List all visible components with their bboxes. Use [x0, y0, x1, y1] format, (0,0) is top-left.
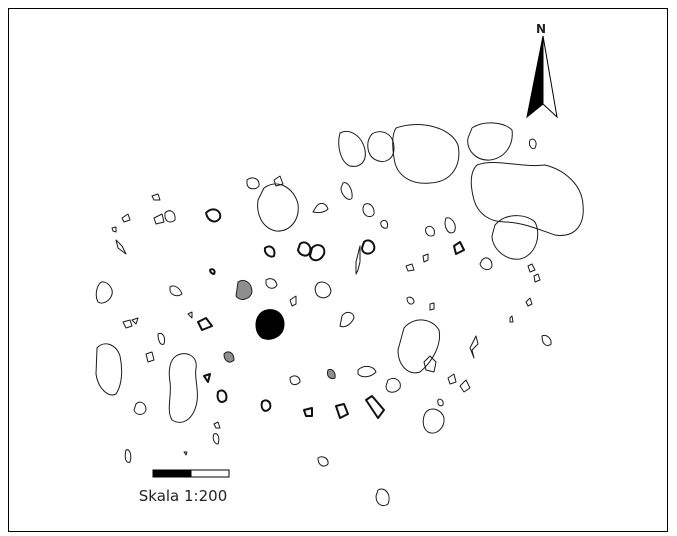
feature-outline — [491, 215, 539, 260]
map-frame — [8, 8, 668, 532]
feature-outline — [447, 373, 457, 385]
feature-outline — [425, 225, 435, 237]
feature-outline — [422, 408, 445, 434]
feature-outline — [397, 319, 441, 374]
feature-outline — [533, 273, 541, 283]
feature-outline-bold — [203, 373, 211, 383]
feature-outline-bold — [309, 244, 326, 262]
scale-label: Skala 1:200 — [139, 487, 228, 505]
feature-outline — [289, 295, 297, 307]
feature-outline — [392, 124, 460, 184]
scale-bar: Skala 1:200 — [139, 469, 230, 505]
feature-outline — [459, 379, 471, 393]
feature-outline — [111, 226, 117, 233]
feature-outline — [124, 449, 132, 463]
feature-outline — [183, 451, 188, 456]
feature-outline — [339, 311, 355, 328]
feature-outline-bold — [303, 407, 313, 417]
feature-outline — [157, 333, 165, 345]
feature-outline — [168, 353, 198, 423]
feature-outline — [429, 302, 435, 311]
feature-outline — [541, 335, 552, 346]
feature-outline — [380, 219, 388, 229]
feature-outline-bold — [216, 389, 228, 403]
large-features — [95, 122, 584, 434]
feature-outline — [362, 203, 375, 218]
feature-outline — [422, 253, 429, 263]
feature-outline — [151, 193, 161, 201]
feature-outline — [131, 317, 139, 325]
feature-outline — [212, 433, 220, 445]
feature-outline-bold — [335, 403, 349, 419]
feature-outline — [375, 488, 390, 507]
feature-outline — [169, 285, 183, 297]
feature-outline — [340, 182, 353, 200]
feature-outline — [265, 278, 278, 289]
feature-outline — [317, 456, 329, 467]
feature-outline — [338, 131, 366, 167]
feature-outline — [122, 319, 133, 329]
feature-outline — [246, 177, 260, 190]
feature-outline — [367, 131, 395, 162]
feature-outline — [213, 421, 221, 429]
feature-outline — [444, 217, 456, 234]
scale-bar-black-segment — [152, 469, 192, 478]
feature-outline — [273, 175, 284, 187]
feature-outline — [469, 335, 479, 359]
feature-outline — [437, 398, 444, 407]
feature-outline — [479, 257, 493, 271]
feature-outline — [529, 138, 537, 149]
feature-outline — [406, 296, 415, 305]
bold-features — [197, 208, 465, 419]
feature-outline — [525, 297, 533, 307]
feature-outline — [385, 377, 401, 393]
feature-outline — [133, 401, 147, 415]
feature-outline — [312, 202, 329, 214]
feature-outline — [467, 122, 513, 161]
feature-outline-bold — [197, 317, 213, 331]
feature-filled — [255, 309, 285, 340]
feature-outline — [527, 263, 536, 273]
feature-outline — [95, 281, 113, 304]
shaded-features — [223, 279, 336, 379]
feature-outline — [357, 365, 377, 378]
feature-outline — [153, 213, 165, 225]
feature-outline — [95, 343, 123, 396]
feature-outline-bold — [260, 399, 272, 412]
feature-outline — [405, 263, 415, 272]
feature-outline-bold — [297, 241, 312, 257]
feature-outline — [115, 239, 127, 255]
feature-outline — [289, 375, 301, 386]
feature-outline — [509, 315, 514, 323]
feature-shaded — [327, 369, 336, 379]
feature-shaded — [235, 279, 253, 300]
north-arrow-left-half — [526, 35, 544, 119]
north-label: N — [536, 22, 546, 36]
feature-outline — [121, 213, 131, 223]
feature-outline-bold — [365, 395, 385, 419]
feature-outline — [423, 355, 437, 373]
feature-outline — [145, 351, 155, 363]
feature-outline-bold — [205, 208, 222, 223]
small-features — [95, 175, 552, 507]
feature-outline — [355, 245, 361, 275]
feature-outline — [470, 162, 584, 236]
north-arrow: N — [526, 22, 558, 119]
feature-outline — [257, 183, 299, 232]
feature-outline — [314, 281, 332, 299]
feature-shaded — [223, 351, 235, 363]
feature-outline-bold — [209, 268, 216, 275]
scale-bar-white-segment — [190, 469, 230, 478]
feature-outline — [187, 311, 193, 319]
feature-outline-bold — [263, 245, 276, 258]
feature-outline-bold — [361, 239, 376, 255]
north-arrow-right-half — [542, 35, 558, 119]
feature-outline-bold — [453, 241, 465, 255]
feature-outline — [164, 210, 176, 223]
